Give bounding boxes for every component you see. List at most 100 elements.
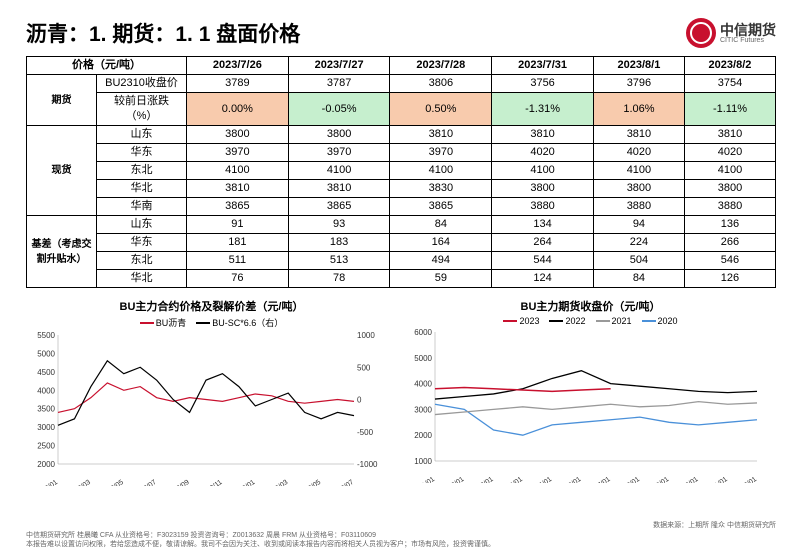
- chart-left: BU主力合约价格及裂解价差（元/吨） BU沥青BU-SC*6.6（右） 2000…: [26, 294, 397, 486]
- cell-value: 3810: [492, 126, 594, 144]
- cell-value: 3806: [390, 75, 492, 93]
- cell-value: 3865: [390, 198, 492, 216]
- svg-text:1000: 1000: [414, 457, 432, 466]
- price-table: 价格（元/吨）2023/7/262023/7/272023/7/282023/7…: [26, 56, 776, 288]
- cell-value: 134: [492, 216, 594, 234]
- col-header: 2023/8/2: [684, 57, 775, 75]
- row-label: 华东: [97, 234, 187, 252]
- col-header: 2023/7/28: [390, 57, 492, 75]
- cell-value: 78: [288, 270, 390, 288]
- row-label: 较前日涨跌（%）: [97, 93, 187, 126]
- cell-value: 0.00%: [187, 93, 289, 126]
- footer: 数据来源：上期所 隆众 中信期货研究所 中信期货研究所 桂晨曦 CFA 从业资格…: [26, 521, 776, 549]
- cell-value: 3830: [390, 180, 492, 198]
- cell-value: -1.11%: [684, 93, 775, 126]
- cell-value: -1.31%: [492, 93, 594, 126]
- svg-text:4000: 4000: [414, 380, 432, 389]
- chart1-title: BU主力合约价格及裂解价差（元/吨）: [26, 298, 397, 314]
- cell-value: 3880: [593, 198, 684, 216]
- svg-text:2500: 2500: [37, 442, 55, 451]
- chart-right: BU主力期货收盘价（元/吨） 2023202220212020 10002000…: [405, 294, 776, 486]
- cell-value: 4020: [492, 144, 594, 162]
- cell-value: 3800: [593, 180, 684, 198]
- cell-value: 3880: [492, 198, 594, 216]
- col-header: 2023/8/1: [593, 57, 684, 75]
- cell-value: 3865: [187, 198, 289, 216]
- cell-value: 181: [187, 234, 289, 252]
- svg-text:2022/07: 2022/07: [133, 479, 158, 486]
- svg-text:5500: 5500: [37, 331, 55, 340]
- svg-text:08/01: 08/01: [623, 476, 641, 483]
- svg-text:04/01: 04/01: [506, 476, 524, 483]
- cell-value: 4020: [684, 144, 775, 162]
- svg-text:-1000: -1000: [357, 460, 378, 469]
- footer-line1: 中信期货研究所 桂晨曦 CFA 从业资格号：F3023159 投资咨询号：Z00…: [26, 531, 776, 540]
- chart1-svg: 20002500300035004000450050005500-1000-50…: [26, 331, 386, 486]
- cell-value: 59: [390, 270, 492, 288]
- cell-value: 3800: [288, 126, 390, 144]
- row-label: 山东: [97, 216, 187, 234]
- row-label: 东北: [97, 162, 187, 180]
- row-label: 华北: [97, 180, 187, 198]
- brand-logo: 中信期货 CITIC Futures: [686, 18, 776, 48]
- table-row: 华东181183164264224266: [27, 234, 776, 252]
- table-row: 华南386538653865388038803880: [27, 198, 776, 216]
- cell-value: 91: [187, 216, 289, 234]
- cell-value: 504: [593, 252, 684, 270]
- cell-value: 266: [684, 234, 775, 252]
- cell-value: 3880: [684, 198, 775, 216]
- table-row: 华北381038103830380038003800: [27, 180, 776, 198]
- cell-value: 3810: [288, 180, 390, 198]
- table-row: 华北76785912484126: [27, 270, 776, 288]
- svg-text:5000: 5000: [37, 349, 55, 358]
- cell-value: 264: [492, 234, 594, 252]
- section-label: 基差（考虑交 割升贴水）: [27, 216, 97, 288]
- svg-text:1000: 1000: [357, 331, 375, 340]
- cell-value: 1.06%: [593, 93, 684, 126]
- svg-text:4500: 4500: [37, 368, 55, 377]
- svg-text:11/01: 11/01: [711, 476, 729, 483]
- svg-text:0: 0: [357, 396, 362, 405]
- legend-item: 2021: [596, 316, 632, 326]
- col-header: 2023/7/31: [492, 57, 594, 75]
- row-label: 东北: [97, 252, 187, 270]
- cell-value: 3810: [390, 126, 492, 144]
- cell-value: 126: [684, 270, 775, 288]
- footer-line2: 本报告难以设置访问权限，若给您造成不便，敬请谅解。我司不会因为关注、收到或阅读本…: [26, 540, 776, 549]
- svg-text:05/01: 05/01: [535, 476, 553, 483]
- cell-value: 4100: [492, 162, 594, 180]
- table-row: 东北511513494544504546: [27, 252, 776, 270]
- legend-item: 2023: [503, 316, 539, 326]
- chart1-legend: BU沥青BU-SC*6.6（右）: [26, 316, 397, 329]
- col-header: 2023/7/27: [288, 57, 390, 75]
- cell-value: 224: [593, 234, 684, 252]
- cell-value: 84: [390, 216, 492, 234]
- svg-text:3000: 3000: [37, 423, 55, 432]
- svg-text:03/01: 03/01: [476, 476, 494, 483]
- cell-value: 3970: [187, 144, 289, 162]
- cell-value: 546: [684, 252, 775, 270]
- cell-value: 84: [593, 270, 684, 288]
- row-label: 华东: [97, 144, 187, 162]
- chart2-title: BU主力期货收盘价（元/吨）: [405, 298, 776, 314]
- svg-text:2023/03: 2023/03: [265, 479, 290, 486]
- svg-text:2022/03: 2022/03: [67, 479, 92, 486]
- cell-value: 3787: [288, 75, 390, 93]
- page-title: 沥青：1. 期货：1. 1 盘面价格: [26, 18, 300, 48]
- cell-value: 4020: [593, 144, 684, 162]
- svg-text:2022/09: 2022/09: [166, 479, 191, 486]
- cell-value: 494: [390, 252, 492, 270]
- cell-value: 4100: [684, 162, 775, 180]
- svg-text:12/01: 12/01: [740, 476, 758, 483]
- cell-value: 511: [187, 252, 289, 270]
- svg-text:500: 500: [357, 363, 371, 372]
- svg-text:2023/05: 2023/05: [298, 479, 323, 486]
- cell-value: 3789: [187, 75, 289, 93]
- cell-value: 544: [492, 252, 594, 270]
- svg-text:2000: 2000: [414, 431, 432, 440]
- svg-text:07/01: 07/01: [593, 476, 611, 483]
- logo-icon: [686, 18, 716, 48]
- legend-item: 2020: [642, 316, 678, 326]
- cell-value: 76: [187, 270, 289, 288]
- cell-value: 4100: [593, 162, 684, 180]
